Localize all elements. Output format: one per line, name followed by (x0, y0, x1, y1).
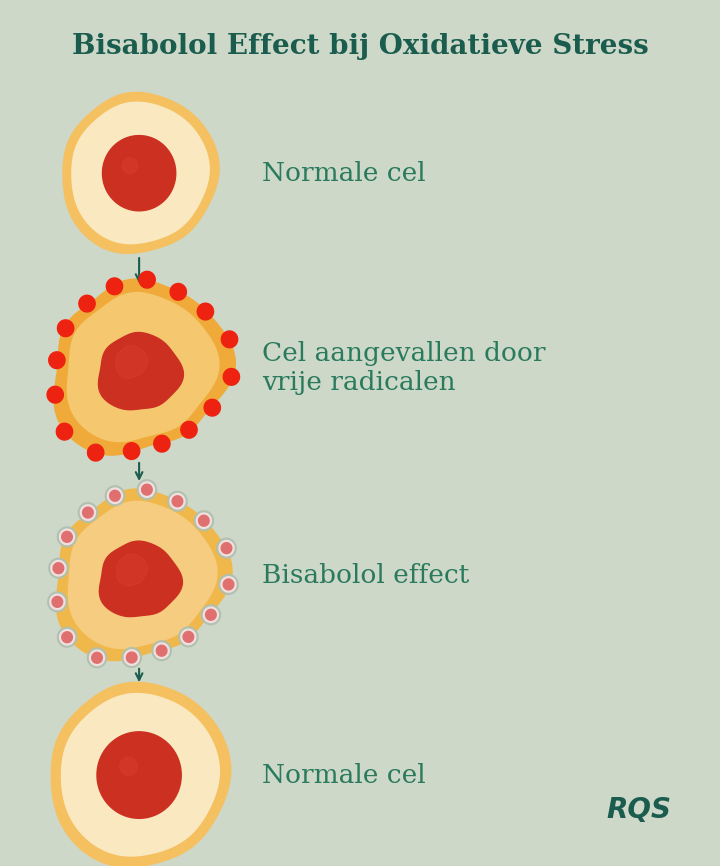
Polygon shape (125, 650, 139, 665)
Polygon shape (181, 422, 197, 438)
Polygon shape (99, 541, 182, 617)
Polygon shape (58, 627, 77, 647)
Polygon shape (79, 295, 95, 312)
Polygon shape (109, 490, 120, 501)
Polygon shape (204, 399, 220, 416)
Polygon shape (51, 560, 66, 576)
Polygon shape (89, 650, 104, 665)
Text: Normale cel: Normale cel (262, 763, 426, 787)
Polygon shape (203, 607, 218, 623)
Polygon shape (219, 540, 234, 556)
Polygon shape (107, 278, 122, 294)
Polygon shape (97, 732, 181, 818)
Polygon shape (78, 502, 97, 522)
Polygon shape (142, 484, 152, 495)
Polygon shape (60, 630, 75, 645)
Polygon shape (154, 436, 170, 452)
Polygon shape (81, 505, 96, 520)
Text: Bisabolol Effect bij Oxidatieve Stress: Bisabolol Effect bij Oxidatieve Stress (71, 33, 649, 60)
Polygon shape (99, 333, 184, 410)
Polygon shape (62, 632, 73, 643)
Polygon shape (181, 629, 196, 644)
Polygon shape (63, 93, 219, 254)
Polygon shape (58, 527, 76, 546)
Polygon shape (223, 579, 234, 590)
Polygon shape (139, 271, 156, 288)
Polygon shape (117, 554, 148, 586)
Polygon shape (50, 594, 65, 610)
Polygon shape (58, 320, 73, 337)
Polygon shape (61, 694, 220, 856)
Polygon shape (122, 648, 141, 668)
Polygon shape (183, 631, 194, 643)
Text: RQS: RQS (607, 796, 672, 824)
Polygon shape (170, 283, 186, 301)
Polygon shape (48, 592, 67, 611)
Polygon shape (62, 532, 72, 542)
Polygon shape (127, 652, 137, 663)
Polygon shape (56, 423, 73, 440)
Polygon shape (179, 627, 198, 647)
Text: Cel aangevallen door
vrije radicalen: Cel aangevallen door vrije radicalen (262, 341, 545, 395)
Polygon shape (56, 489, 232, 661)
Polygon shape (156, 645, 167, 656)
Polygon shape (123, 443, 140, 459)
Polygon shape (152, 641, 171, 661)
Polygon shape (140, 481, 154, 497)
Polygon shape (83, 507, 93, 518)
Polygon shape (221, 331, 238, 348)
Polygon shape (72, 102, 210, 243)
Polygon shape (87, 648, 107, 668)
Polygon shape (68, 501, 217, 649)
Polygon shape (170, 494, 185, 509)
Polygon shape (122, 158, 138, 173)
Polygon shape (197, 513, 212, 528)
Polygon shape (54, 279, 235, 455)
Polygon shape (168, 491, 187, 511)
Polygon shape (138, 480, 156, 500)
Polygon shape (88, 444, 104, 461)
Text: Bisabolol effect: Bisabolol effect (262, 564, 469, 588)
Polygon shape (102, 136, 176, 210)
Polygon shape (172, 496, 183, 507)
Polygon shape (116, 346, 148, 378)
Polygon shape (219, 574, 238, 594)
Polygon shape (199, 515, 210, 527)
Polygon shape (51, 682, 230, 866)
Polygon shape (105, 486, 125, 506)
Polygon shape (68, 293, 219, 442)
Polygon shape (53, 563, 63, 573)
Polygon shape (202, 604, 220, 624)
Polygon shape (52, 597, 63, 607)
Polygon shape (49, 559, 68, 578)
Polygon shape (217, 539, 236, 558)
Polygon shape (194, 511, 214, 531)
Polygon shape (197, 303, 214, 320)
Polygon shape (49, 352, 65, 369)
Polygon shape (47, 386, 63, 403)
Polygon shape (154, 643, 169, 658)
Polygon shape (206, 610, 216, 620)
Polygon shape (221, 577, 236, 592)
Polygon shape (91, 652, 102, 663)
Polygon shape (223, 369, 240, 385)
Text: Normale cel: Normale cel (262, 161, 426, 185)
Polygon shape (60, 529, 75, 545)
Polygon shape (107, 488, 122, 503)
Polygon shape (120, 758, 138, 775)
Polygon shape (221, 543, 232, 553)
